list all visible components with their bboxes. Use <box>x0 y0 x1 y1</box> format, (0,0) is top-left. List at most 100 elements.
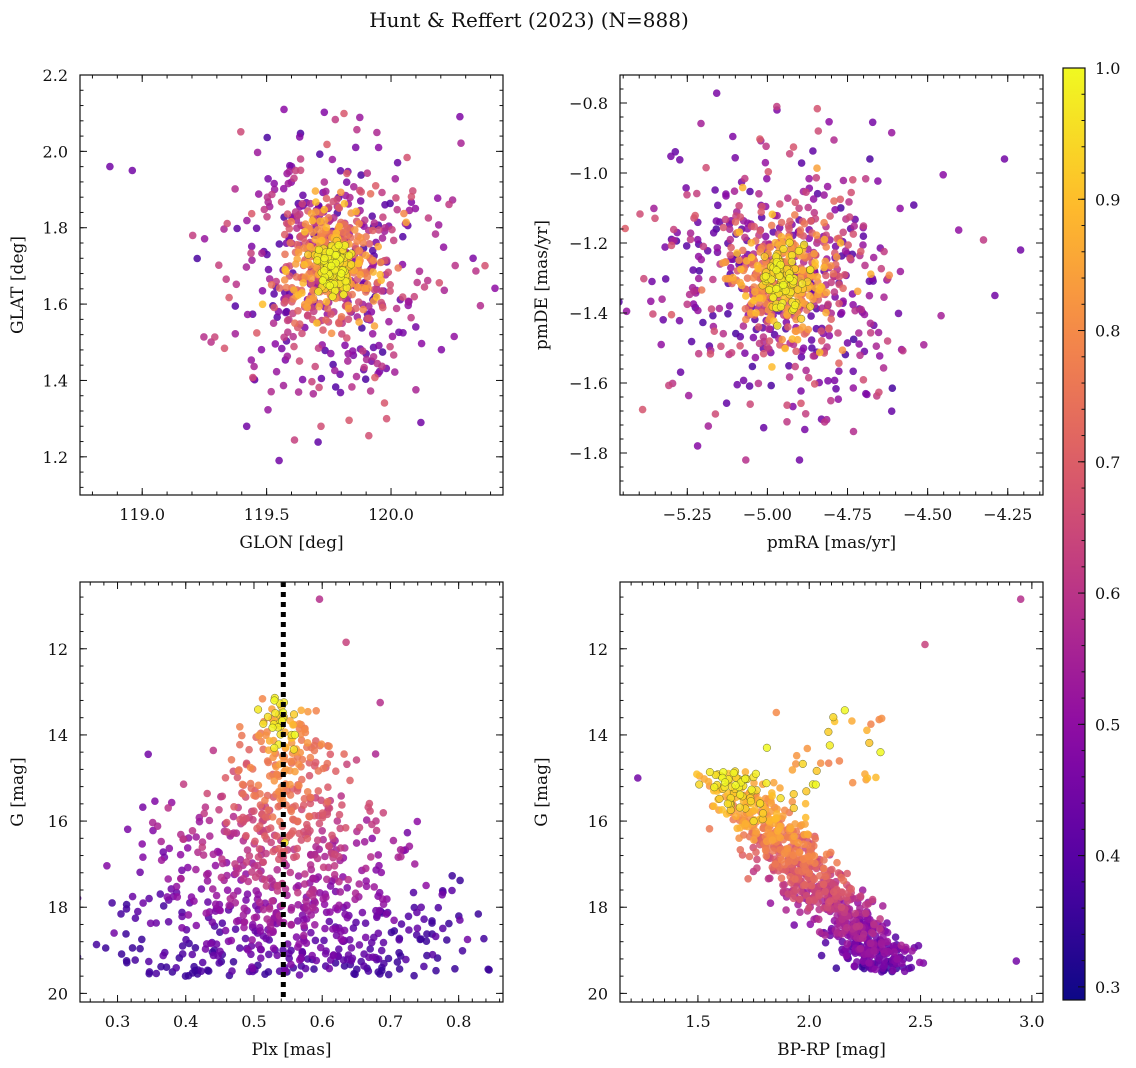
data-point <box>821 887 829 896</box>
data-point <box>407 192 416 201</box>
data-point <box>405 842 414 851</box>
data-point <box>305 812 313 821</box>
x-tick-label: 0.8 <box>446 1012 471 1031</box>
data-point <box>705 768 714 777</box>
data-point <box>253 861 262 870</box>
data-point <box>275 855 283 864</box>
data-point <box>825 118 833 126</box>
data-point <box>761 158 770 167</box>
data-point <box>883 937 892 946</box>
data-point <box>352 207 360 216</box>
data-point <box>267 281 276 289</box>
data-point <box>808 344 816 352</box>
data-point <box>762 743 771 752</box>
data-point <box>248 936 256 944</box>
data-point <box>252 887 260 895</box>
data-point <box>767 799 775 808</box>
data-point <box>314 245 323 254</box>
data-point <box>842 951 851 960</box>
data-point <box>887 128 896 137</box>
data-point <box>733 380 741 389</box>
data-point <box>900 967 909 976</box>
data-point <box>476 301 485 310</box>
data-point <box>300 244 308 252</box>
data-point <box>820 864 828 873</box>
data-point <box>287 807 296 816</box>
data-point <box>192 865 200 874</box>
data-point <box>777 218 786 227</box>
data-point <box>106 162 114 171</box>
data-point <box>270 290 278 298</box>
y-tick-label: −1.4 <box>569 304 608 323</box>
data-point <box>869 929 877 938</box>
data-point <box>859 241 867 249</box>
data-point <box>316 943 325 952</box>
data-point <box>812 766 821 775</box>
data-point <box>329 925 337 933</box>
data-point <box>781 344 789 353</box>
data-point <box>356 113 364 122</box>
x-tick-label: −5.00 <box>743 505 792 524</box>
data-point <box>835 272 844 281</box>
data-point <box>800 219 809 228</box>
data-point <box>880 247 888 256</box>
data-point <box>791 301 800 310</box>
data-point <box>785 373 794 381</box>
data-point <box>286 239 295 247</box>
data-point <box>683 191 691 199</box>
data-point <box>236 815 244 824</box>
data-point <box>640 274 648 283</box>
data-point <box>319 764 328 773</box>
data-point <box>413 908 421 917</box>
data-point <box>262 849 270 858</box>
data-point <box>801 410 810 418</box>
data-point <box>128 944 137 952</box>
data-point <box>327 261 336 270</box>
data-point <box>1016 246 1025 254</box>
data-point <box>434 221 443 229</box>
data-point <box>735 202 743 210</box>
data-point <box>865 291 874 300</box>
data-point <box>178 924 186 932</box>
data-point <box>145 894 153 903</box>
data-point <box>181 972 190 980</box>
data-point <box>156 890 165 898</box>
data-point <box>764 824 773 833</box>
data-point <box>792 760 800 768</box>
points-plx <box>80 595 493 980</box>
data-point <box>866 329 875 337</box>
data-point <box>362 251 370 260</box>
data-point <box>264 758 273 767</box>
data-point <box>813 104 822 113</box>
data-point <box>384 970 393 979</box>
data-point <box>810 27 818 35</box>
data-point <box>745 852 754 861</box>
data-point <box>762 779 771 788</box>
ticks-pm <box>620 74 1043 496</box>
data-point <box>315 302 323 311</box>
data-point <box>689 300 698 308</box>
data-point <box>480 934 488 943</box>
data-point <box>191 966 199 975</box>
x-tick-label: 120.0 <box>368 505 414 524</box>
data-point <box>750 779 758 787</box>
data-point <box>739 322 748 330</box>
data-point <box>372 826 381 835</box>
colorbar-tick-label: 0.5 <box>1095 715 1120 734</box>
data-point <box>847 188 855 197</box>
data-point <box>365 302 373 311</box>
data-point <box>751 287 759 296</box>
data-point <box>361 284 369 293</box>
data-point <box>862 909 870 918</box>
data-point <box>991 291 999 300</box>
panel-pm: −5.25 −5.00 −4.75 −4.50 −4.25 −1.8 −1.6 −1.4 −1.… <box>532 27 1044 553</box>
data-point <box>246 779 255 788</box>
data-point <box>738 183 747 192</box>
data-point <box>243 216 251 225</box>
data-point <box>273 882 282 890</box>
data-point <box>379 213 387 221</box>
data-point <box>709 311 717 320</box>
data-point <box>741 174 749 183</box>
data-point <box>413 278 422 287</box>
data-point <box>233 773 242 782</box>
